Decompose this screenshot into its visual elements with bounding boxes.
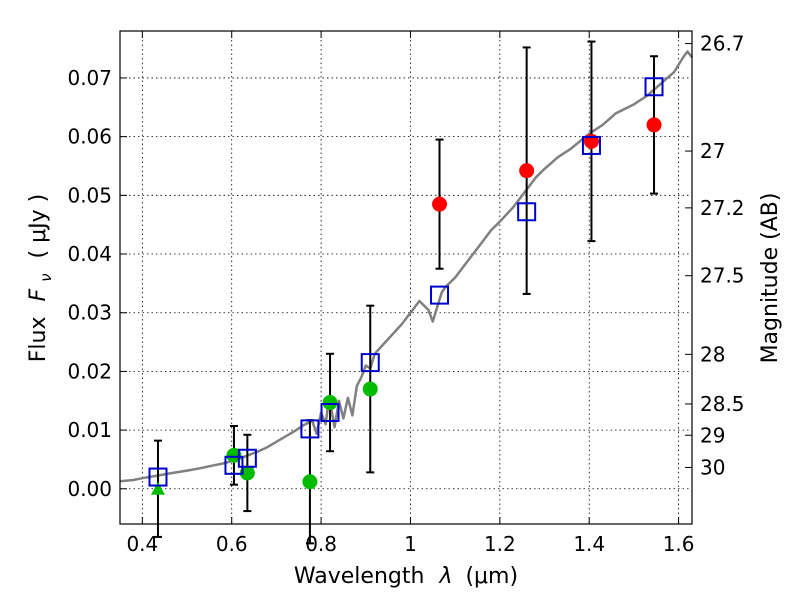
- model-photometry-square: [430, 285, 450, 305]
- x-axis-label: Wavelength λ (μm): [294, 564, 518, 589]
- model-photometry-square: [237, 448, 257, 468]
- green-data-point: [302, 474, 318, 490]
- grid: [120, 31, 692, 524]
- model-photometry-square: [581, 135, 601, 155]
- red-data-point: [519, 163, 535, 179]
- x-tick-label: 0.4: [126, 532, 158, 556]
- x-tick-label: 0.8: [305, 532, 337, 556]
- axis-ticks: 0.4 0.6 0.8 1 1.2 1.4 1.6 0.00 0.01 0.02 0.03 0.04 0…: [67, 31, 745, 556]
- x-axis-label-symbol: λ: [438, 564, 452, 589]
- x-axis-label-unit: (μm): [465, 564, 518, 589]
- y-tick-label: 0.04: [67, 242, 112, 266]
- mag-tick-label: 26.7: [700, 32, 745, 56]
- error-bars: [153, 40, 659, 545]
- x-tick-label: 1.6: [663, 532, 695, 556]
- red-data-point: [432, 196, 448, 212]
- x-tick-label: 1.4: [573, 532, 605, 556]
- markers: [148, 77, 664, 495]
- x-tick-label: 1.2: [484, 532, 516, 556]
- y-tick-label: 0.03: [67, 301, 112, 325]
- model-photometry-square: [320, 402, 340, 422]
- mag-tick-label: 29: [700, 423, 725, 447]
- model-photometry-square: [360, 353, 380, 373]
- y-axis-label-text: Flux: [26, 316, 51, 362]
- model-spectrum-line: [119, 50, 693, 483]
- y2-axis-label: Magnitude (AB): [758, 193, 783, 364]
- x-tick-label: 1: [404, 532, 417, 556]
- mag-tick-label: 27: [700, 139, 725, 163]
- y-axis-label-symbol: F: [26, 288, 51, 301]
- plot-frame: [119, 30, 693, 525]
- x-tick-label: 0.6: [216, 532, 248, 556]
- model-spectrum: [119, 50, 693, 483]
- mag-tick-label: 30: [700, 455, 725, 479]
- x-axis-label-text: Wavelength: [294, 564, 425, 589]
- model-photometry-square: [224, 455, 244, 475]
- y-tick-label: 0.06: [67, 125, 112, 149]
- mag-tick-label: 28: [700, 342, 725, 366]
- y-axis-label-subscript: ν: [37, 273, 55, 281]
- y-tick-label: 0.05: [67, 183, 112, 207]
- y-axis-label-unit: ( μJy ): [26, 194, 51, 259]
- model-photometry-square: [148, 467, 168, 487]
- y-tick-label: 0.01: [67, 418, 112, 442]
- green-data-point: [226, 447, 242, 463]
- green-data-point: [322, 395, 338, 411]
- model-photometry-square: [300, 419, 320, 439]
- mag-tick-label: 27.5: [700, 264, 745, 288]
- model-photometry-square: [644, 77, 664, 97]
- y-tick-label: 0.07: [67, 66, 112, 90]
- red-data-point: [646, 117, 662, 133]
- model-photometry-square: [517, 202, 537, 222]
- green-data-point: [239, 465, 255, 481]
- y-tick-label: 0.00: [67, 477, 112, 501]
- upper-limit-triangle: [150, 481, 165, 495]
- y-tick-label: 0.02: [67, 359, 112, 383]
- green-data-point: [362, 381, 378, 397]
- mag-tick-label: 27.2: [700, 196, 745, 220]
- y-axis-label: Flux F ν ( μJy ): [26, 194, 57, 362]
- mag-tick-label: 28.5: [700, 392, 745, 416]
